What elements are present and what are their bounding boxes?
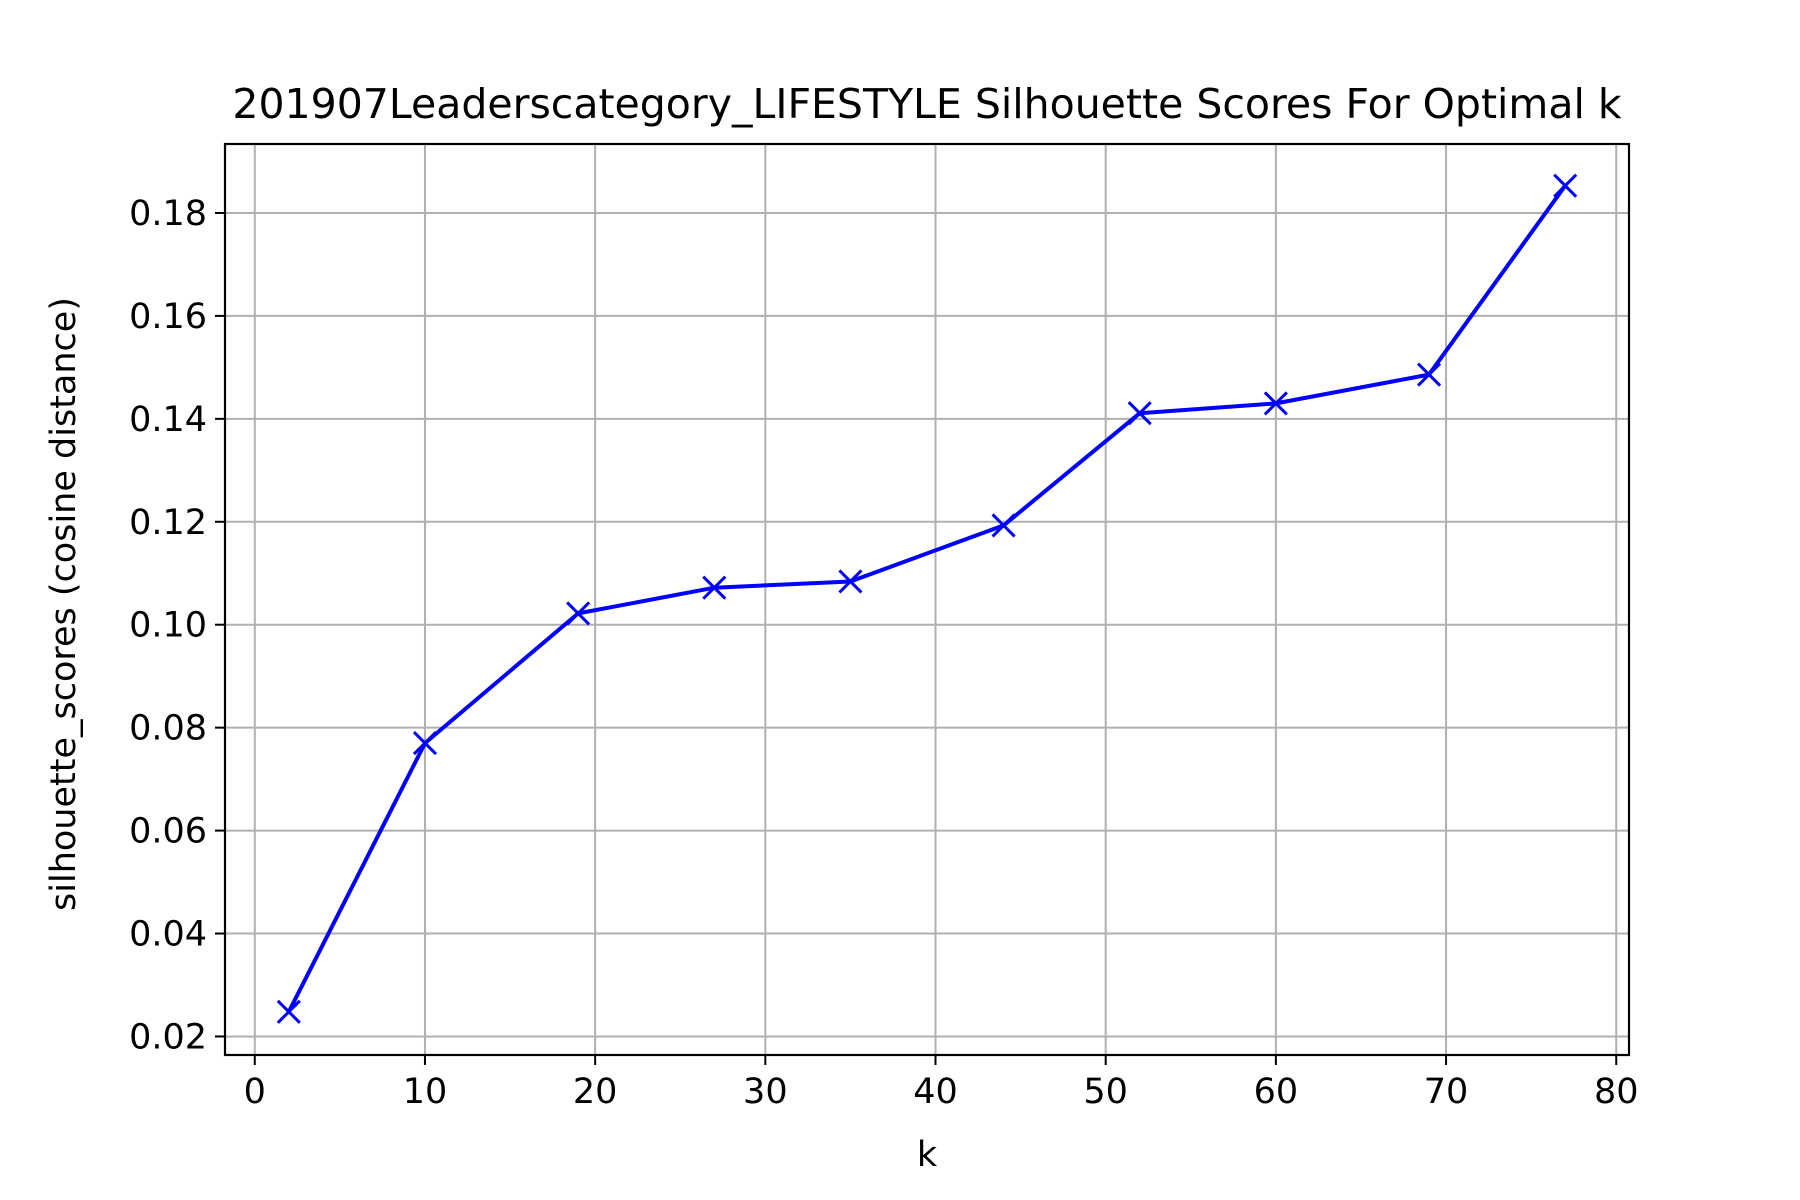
data-point [276, 999, 301, 1024]
y-axis-label: silhouette_scores (cosine distance) [44, 297, 84, 911]
x-tick-label: 70 [1424, 1072, 1469, 1112]
grid [225, 144, 1629, 1055]
series [276, 173, 1578, 1024]
data-point [991, 513, 1016, 538]
x-tick-label: 30 [743, 1072, 788, 1112]
y-tick-label: 0.14 [129, 400, 207, 440]
data-point [1263, 391, 1288, 416]
x-tick-label: 80 [1594, 1072, 1639, 1112]
y-tick-label: 0.06 [129, 812, 207, 852]
x-axis-label: k [917, 1135, 938, 1175]
x-tick-label: 60 [1254, 1072, 1299, 1112]
y-tick-label: 0.10 [129, 606, 207, 646]
series-line [287, 184, 1567, 1013]
y-tick-label: 0.18 [129, 194, 207, 234]
y-tick-label: 0.12 [129, 503, 207, 543]
y-tick-label: 0.08 [129, 709, 207, 749]
data-point [412, 731, 438, 756]
chart-title: 201907Leaderscategory_LIFESTYLE Silhouet… [232, 80, 1622, 128]
data-point [566, 601, 591, 626]
data-point [1553, 173, 1578, 198]
axes: 0 10 20 30 40 50 60 70 80 0.02 0.04 0.06 0.08 0.10 0.1… [129, 142, 1639, 1112]
y-tick-label: 0.02 [129, 1017, 207, 1057]
plot-frame [223, 142, 1631, 1057]
x-tick-label: 10 [403, 1072, 448, 1112]
data-point [1416, 362, 1442, 387]
x-tick-label: 20 [573, 1072, 618, 1112]
x-tick-label: 50 [1083, 1072, 1128, 1112]
y-tick-label: 0.16 [129, 297, 207, 337]
x-tick-label: 40 [913, 1072, 958, 1112]
data-point [838, 569, 863, 594]
y-tick-label: 0.04 [129, 915, 207, 955]
data-point [702, 575, 727, 600]
data-point [1127, 401, 1152, 426]
x-tick-label: 0 [244, 1072, 266, 1112]
